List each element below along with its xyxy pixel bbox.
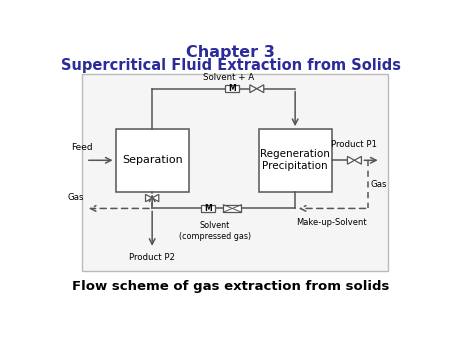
Bar [201,205,215,212]
Text: Regeneration
Precipitation: Regeneration Precipitation [260,149,330,171]
Bar [116,129,189,192]
Text: Gas: Gas [370,180,387,189]
Bar [223,205,242,212]
Text: Separation: Separation [122,155,183,165]
Text: Solvent + A: Solvent + A [203,73,254,82]
Polygon shape [250,85,257,93]
Text: Supercritical Fluid Extraction from Solids: Supercritical Fluid Extraction from Soli… [61,58,400,73]
Text: Feed: Feed [72,143,93,152]
Text: M: M [204,204,212,213]
Text: Product P2: Product P2 [129,253,175,262]
Polygon shape [145,194,152,202]
Text: Make-up-Solvent: Make-up-Solvent [297,218,367,226]
Text: M: M [229,84,236,93]
Bar [225,85,239,92]
Text: Flow scheme of gas extraction from solids: Flow scheme of gas extraction from solid… [72,280,389,293]
Bar [82,74,387,271]
Text: Product P1: Product P1 [332,140,378,149]
Text: Chapter 3: Chapter 3 [186,45,275,60]
Polygon shape [152,194,159,202]
Bar [258,129,332,192]
Text: Gas: Gas [68,193,84,202]
Text: Solvent
(compressed gas): Solvent (compressed gas) [179,221,251,241]
Polygon shape [257,85,264,93]
Polygon shape [355,156,361,164]
Polygon shape [347,156,355,164]
